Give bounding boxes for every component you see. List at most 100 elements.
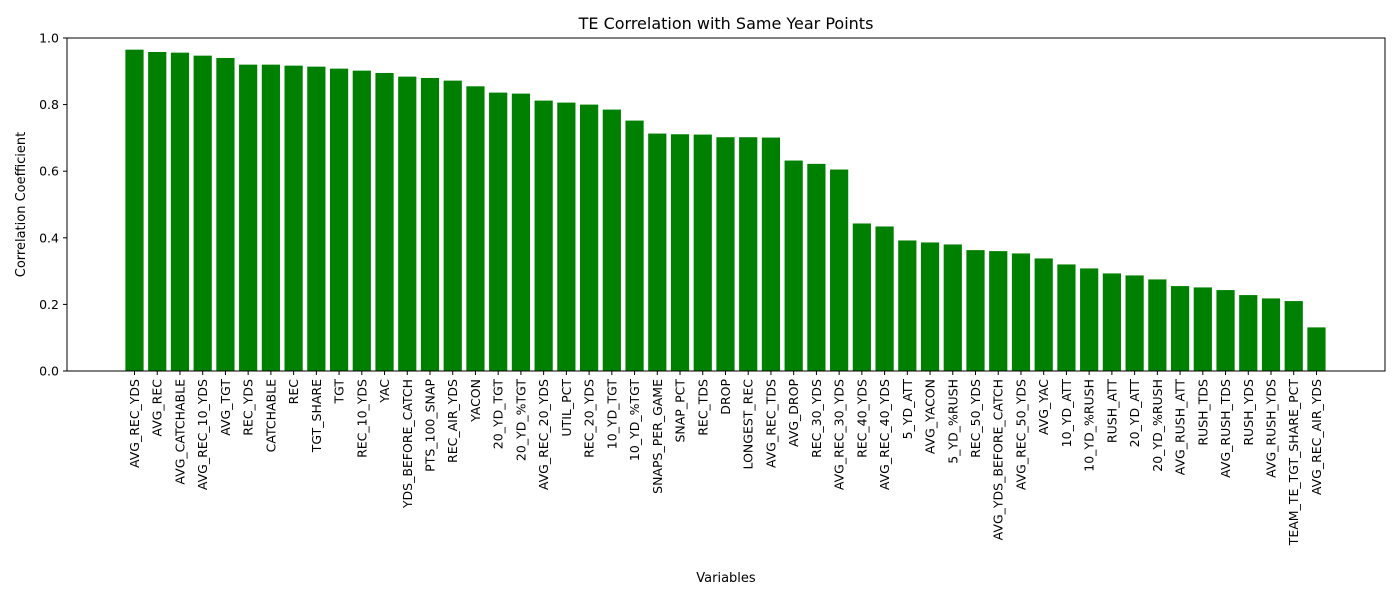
bar-avg-rec-tds bbox=[761, 137, 781, 371]
bar-rec-50-yds bbox=[966, 250, 985, 371]
x-tick-label: REC_30_YDS bbox=[809, 379, 824, 458]
bar-avg-rec-40-yds bbox=[875, 226, 894, 371]
bar-longest-rec bbox=[739, 137, 758, 371]
x-tick-label: TGT_SHARE bbox=[309, 379, 324, 453]
y-tick-label: 0.2 bbox=[39, 297, 59, 312]
x-axis: AVG_REC_YDS AVG_REC AVG_CATCHABLE AVG_REC_1… bbox=[127, 371, 1324, 546]
bar-avg-rush-tds bbox=[1216, 290, 1235, 371]
x-tick-label: TEAM_TE_TGT_SHARE_PCT bbox=[1286, 379, 1301, 547]
x-tick-label: 10_YD_%RUSH bbox=[1082, 379, 1097, 472]
bar-snap-pct bbox=[670, 134, 690, 371]
bar-drop bbox=[716, 137, 735, 371]
y-axis: 0.0 0.2 0.4 0.6 0.8 1.0 bbox=[39, 31, 67, 379]
bar-avg-rec-50-yds bbox=[1011, 253, 1031, 371]
bar-rec-30-yds bbox=[807, 163, 826, 371]
x-tick-label: 5_YD_%RUSH bbox=[945, 379, 960, 464]
bar-avg-rec-air-yds bbox=[1307, 327, 1326, 371]
x-axis-label: Variables bbox=[696, 571, 756, 586]
x-tick-label: REC_YDS bbox=[241, 379, 256, 436]
x-tick-label: AVG_RUSH_ATT bbox=[1173, 379, 1188, 476]
bar-avg-rush-att bbox=[1170, 286, 1190, 371]
x-tick-label: AVG_RUSH_YDS bbox=[1264, 379, 1279, 478]
x-tick-label: REC bbox=[286, 379, 301, 405]
bar-tgt bbox=[329, 68, 349, 371]
x-tick-label: UTIL_PCT bbox=[559, 379, 574, 437]
x-tick-label: REC_40_YDS bbox=[854, 379, 869, 458]
x-tick-label: AVG_YDS_BEFORE_CATCH bbox=[991, 379, 1006, 540]
bar-tgt-share bbox=[307, 66, 326, 371]
x-tick-label: REC_20_YDS bbox=[582, 379, 597, 458]
bar-20-yd-att bbox=[1125, 275, 1144, 371]
chart-title: TE Correlation with Same Year Points bbox=[578, 14, 874, 33]
x-tick-label: REC_10_YDS bbox=[354, 379, 369, 458]
x-tick-label: AVG_REC_AIR_YDS bbox=[1309, 379, 1324, 495]
x-tick-label: YDS_BEFORE_CATCH bbox=[400, 379, 415, 509]
bar-avg-tgt bbox=[216, 57, 235, 371]
x-tick-label: AVG_CATCHABLE bbox=[172, 379, 187, 485]
x-tick-label: AVG_YACON bbox=[923, 379, 938, 454]
bar-rec-tds bbox=[693, 134, 712, 371]
x-tick-label: RUSH_TDS bbox=[1195, 379, 1210, 446]
x-tick-label: AVG_REC_40_YDS bbox=[877, 379, 892, 490]
x-tick-label: REC_AIR_YDS bbox=[445, 379, 460, 463]
bar-rec-20-yds bbox=[580, 104, 599, 371]
bar-avg-rec-10-yds bbox=[193, 55, 212, 372]
y-axis-label: Correlation Coefficient bbox=[14, 132, 29, 278]
y-tick-label: 0.8 bbox=[39, 97, 59, 112]
plot-frame bbox=[66, 37, 1386, 372]
x-tick-label: RUSH_YDS bbox=[1241, 379, 1256, 446]
x-tick-label: RUSH_ATT bbox=[1104, 379, 1119, 443]
x-tick-label: AVG_REC_YDS bbox=[127, 379, 142, 468]
y-tick-label: 0.4 bbox=[39, 230, 59, 245]
x-tick-label: LONGEST_REC bbox=[741, 379, 756, 470]
bar-10-yd-att bbox=[1057, 264, 1076, 371]
bar-rush-tds bbox=[1193, 287, 1212, 371]
bar-rush-att bbox=[1102, 273, 1121, 371]
bar-yds-before-catch bbox=[398, 76, 417, 371]
x-tick-label: REC_TDS bbox=[695, 379, 710, 436]
y-tick-label: 0.0 bbox=[39, 364, 59, 379]
bar-avg-yacon bbox=[920, 242, 940, 371]
bar-20-yd-tgt bbox=[511, 93, 531, 372]
x-tick-label: YAC bbox=[377, 379, 392, 404]
x-tick-label: 20_YD_TGT bbox=[491, 379, 506, 450]
x-tick-label: 20_YD_%RUSH bbox=[1150, 379, 1165, 472]
x-tick-label: DROP bbox=[718, 379, 733, 415]
x-tick-label: 10_YD_TGT bbox=[604, 379, 619, 450]
bar-avg-rec bbox=[148, 51, 167, 372]
bar-util-pct bbox=[557, 102, 576, 371]
bar-rec-air-yds bbox=[443, 80, 462, 372]
bar-5-yd-rush bbox=[943, 244, 962, 371]
bar-pts-100-snap bbox=[420, 77, 440, 372]
bar-avg-rec-30-yds bbox=[830, 169, 849, 371]
bar-rec-10-yds bbox=[352, 70, 371, 371]
x-tick-label: 20_YD_ATT bbox=[1127, 379, 1142, 448]
bar-rec-yds bbox=[239, 64, 258, 371]
bar-yac bbox=[375, 72, 394, 372]
bar-yacon bbox=[466, 86, 485, 371]
x-tick-label: CATCHABLE bbox=[263, 379, 278, 452]
bar-rush-yds bbox=[1239, 295, 1258, 371]
x-tick-label: AVG_REC bbox=[150, 379, 165, 437]
x-tick-label: SNAPS_PER_GAME bbox=[650, 379, 665, 494]
bar-team-te-tgt-share-pct bbox=[1284, 301, 1303, 371]
bar-avg-rec-yds bbox=[125, 49, 144, 371]
bar-avg-yds-before-catch bbox=[989, 251, 1008, 371]
bar-snaps-per-game bbox=[648, 133, 667, 371]
bars-group bbox=[125, 49, 1326, 372]
bar-avg-catchable bbox=[170, 52, 190, 372]
x-tick-label: TGT bbox=[332, 379, 347, 405]
bar-avg-drop bbox=[784, 160, 803, 371]
x-tick-label: PTS_100_SNAP bbox=[422, 379, 437, 472]
x-tick-label: YACON bbox=[468, 379, 483, 423]
x-tick-label: 20_YD_%TGT bbox=[513, 379, 528, 461]
bar-avg-yac bbox=[1034, 258, 1053, 371]
bar-rec-40-yds bbox=[852, 223, 871, 371]
bar-5-yd-att bbox=[898, 240, 917, 371]
x-tick-label: SNAP_PCT bbox=[673, 379, 688, 443]
bar-rec bbox=[284, 65, 303, 371]
x-tick-label: 10_YD_ATT bbox=[1059, 379, 1074, 448]
bar-20-yd-tgt bbox=[489, 92, 508, 372]
bar-10-yd-tgt bbox=[625, 120, 644, 371]
